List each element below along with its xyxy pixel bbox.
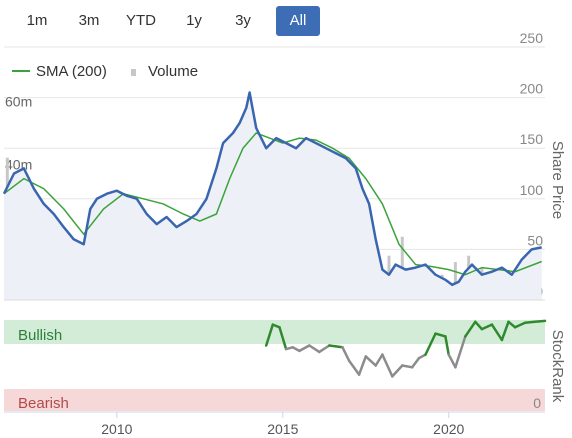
stockrank-segment (357, 355, 368, 376)
stockrank-segment (533, 319, 547, 324)
range-button-3m[interactable]: 3m (78, 12, 100, 29)
bearish-label: Bearish (18, 395, 69, 412)
stockrank-segment (464, 320, 477, 338)
stockrank-segment (434, 332, 447, 338)
price-axis-label: Share Price (549, 141, 566, 219)
bullish-label: Bullish (18, 327, 62, 344)
sma-line (3, 132, 542, 276)
range-button-1y[interactable]: 1y (186, 12, 202, 29)
legend: SMA (200) Volume (12, 63, 198, 80)
stockrank-segment (278, 326, 288, 351)
stockrank-segment (391, 364, 404, 378)
x-tick-label: 2010 (101, 421, 132, 437)
stockrank-segment (490, 323, 504, 342)
stockrank-segment (291, 346, 301, 353)
bearish-band (4, 389, 545, 411)
stockrank-segment (424, 332, 437, 356)
stockrank-segment (480, 323, 494, 331)
volume-tick-label: 60m (5, 93, 32, 109)
x-tick-label: 2015 (267, 421, 298, 437)
stockrank-line (264, 319, 547, 378)
stockrank-segment (328, 344, 344, 349)
range-button-3y[interactable]: 3y (235, 12, 251, 29)
stockrank-segment (513, 321, 527, 329)
stockrank-segment (500, 320, 510, 342)
price-line (2, 91, 542, 287)
sma-legend-label: SMA (200) (36, 63, 107, 80)
stockrank-segment (474, 320, 484, 331)
range-button-1m[interactable]: 1m (26, 12, 48, 29)
price-tick-label: 50 (527, 232, 543, 248)
stockrank-segment (507, 320, 517, 329)
stockrank-segment (308, 344, 321, 354)
stockrank-segment (447, 353, 457, 369)
stockrank-segment (347, 359, 361, 376)
stockrank-segment (454, 335, 467, 369)
stockrank-segment (381, 353, 394, 378)
stockrank-segment (264, 323, 275, 347)
stockrank-axis-label: StockRank (549, 330, 566, 403)
stockrank-segment (374, 353, 384, 367)
price-tick-label: 200 (520, 81, 544, 97)
stockrank-segment (523, 320, 537, 324)
stockrank-min-label: 0 (533, 395, 541, 411)
volume-bar (453, 262, 457, 300)
stockrank-segment (318, 344, 331, 354)
stockrank-segment (298, 344, 311, 353)
range-button-all[interactable]: All (276, 6, 320, 36)
volume-legend-swatch (131, 69, 136, 76)
price-tick-label: 150 (520, 131, 544, 147)
volume-tick-label: 40m (5, 157, 32, 173)
price-tick-label: 250 (520, 30, 544, 46)
stockrank-segment (444, 335, 450, 356)
price-tick-label: 100 (520, 182, 544, 198)
price-area-fill (4, 92, 542, 300)
x-axis-ticks: 2010 2015 2020 (101, 412, 465, 437)
stockrank-segment (341, 346, 351, 363)
range-selector: 1m 3m YTD 1y 3y All (8, 6, 320, 36)
stockrank-segment (410, 356, 421, 369)
range-button-ytd[interactable]: YTD (126, 12, 156, 29)
stockrank-segment (417, 353, 427, 360)
stockrank-segment (401, 364, 414, 369)
x-tick-label: 2020 (433, 421, 464, 437)
volume-legend-label: Volume (148, 63, 198, 80)
stockrank-segment (364, 355, 377, 367)
